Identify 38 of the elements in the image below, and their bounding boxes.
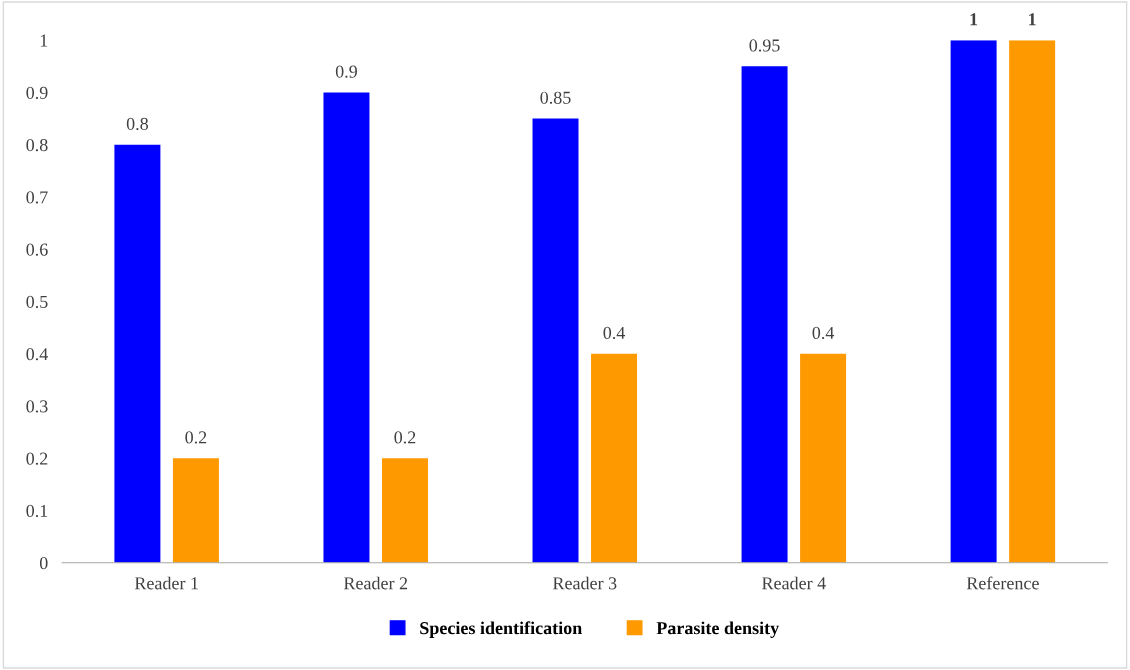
bar: [172, 458, 219, 563]
bar: [323, 92, 370, 563]
data-label: 0.95: [749, 39, 780, 52]
bar: [114, 144, 161, 563]
y-tick-label: 0.5: [26, 295, 48, 309]
y-tick-label: 0.6: [26, 243, 48, 256]
bar: [532, 118, 579, 563]
data-label: 0.2: [394, 431, 416, 444]
data-label: 1: [970, 13, 978, 26]
bar: [1009, 40, 1056, 563]
y-tick-label: 0.2: [26, 452, 48, 465]
bar: [382, 458, 428, 563]
data-label: 1: [1029, 13, 1036, 26]
legend-label: Parasite density: [656, 621, 779, 638]
y-tick-label: 0.8: [26, 138, 48, 152]
bar: [591, 353, 638, 563]
data-label: 0.2: [185, 431, 207, 444]
data-label: 0.8: [126, 117, 148, 131]
bar: [950, 40, 997, 563]
x-tick-label: Reader 4: [762, 576, 826, 590]
x-tick-label: Reference: [966, 576, 1039, 590]
x-tick-label: Reader 2: [343, 576, 408, 590]
data-label: 0.9: [335, 65, 357, 78]
y-tick-label: 0.4: [26, 348, 48, 361]
x-tick-label: Reader 1: [134, 576, 198, 590]
y-tick-label: 0.9: [26, 86, 48, 99]
y-tick-label: 0: [39, 557, 48, 570]
data-label: 0.4: [603, 326, 626, 340]
y-tick-label: 1: [40, 34, 48, 47]
x-tick-label: Reader 3: [552, 576, 617, 590]
y-tick-label: 0.1: [26, 504, 48, 518]
y-tick-label: 0.7: [26, 191, 48, 204]
bar: [800, 353, 847, 563]
data-label: 0.4: [812, 326, 835, 340]
y-tick-label: 0.3: [26, 400, 48, 413]
legend-label: Species identification: [420, 621, 582, 638]
bar: [741, 66, 788, 563]
data-label: 0.85: [540, 91, 571, 104]
